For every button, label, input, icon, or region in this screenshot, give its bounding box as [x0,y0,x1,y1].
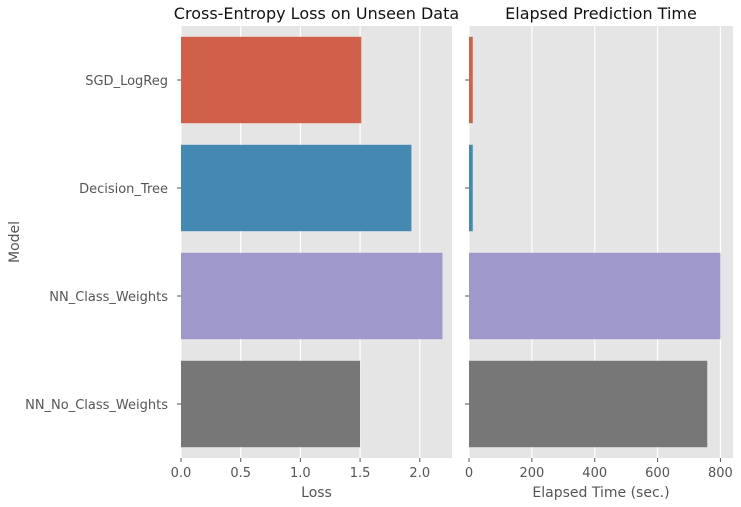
time-panel: 0 200 400 600 800 Elapsed Prediction Time El… [465,4,733,501]
loss-x-tick-label: 0.0 [171,466,192,481]
loss-bar-nn-class-weights [181,252,443,340]
loss-x-tick-label: 2.0 [409,466,430,481]
time-x-tick-label: 400 [582,466,607,481]
time-chart-title: Elapsed Prediction Time [505,4,697,23]
y-axis-label: Model [7,221,23,263]
loss-bar-sgd-logreg [181,36,362,124]
time-bar-nn-no-class-weights [469,360,708,448]
loss-x-tick-label: 1.5 [350,466,371,481]
loss-x-tick-label: 1.0 [290,466,311,481]
loss-x-tick-label: 0.5 [230,466,251,481]
y-tick-label: NN_No_Class_Weights [25,398,168,413]
loss-bar-decision-tree [181,144,412,232]
time-bar-nn-class-weights [469,252,721,340]
time-x-tick-label: 0 [465,466,473,481]
time-x-tick-label: 800 [708,466,733,481]
loss-panel: 0.0 0.5 1.0 1.5 2.0 SGD_LogReg Decision_Tree N… [7,4,459,501]
y-tick-label: SGD_LogReg [85,74,168,89]
time-x-tick-label: 600 [645,466,670,481]
y-tick-label: NN_Class_Weights [49,290,168,305]
y-tick-label: Decision_Tree [79,182,168,197]
time-bar-sgd-logreg [469,36,473,124]
time-x-axis-label: Elapsed Time (sec.) [532,485,669,501]
time-x-tick-label: 200 [519,466,544,481]
loss-bar-nn-no-class-weights [181,360,361,448]
loss-x-axis-label: Loss [301,485,332,501]
loss-chart-title: Cross-Entropy Loss on Unseen Data [174,4,459,23]
time-bar-decision-tree [469,144,473,232]
